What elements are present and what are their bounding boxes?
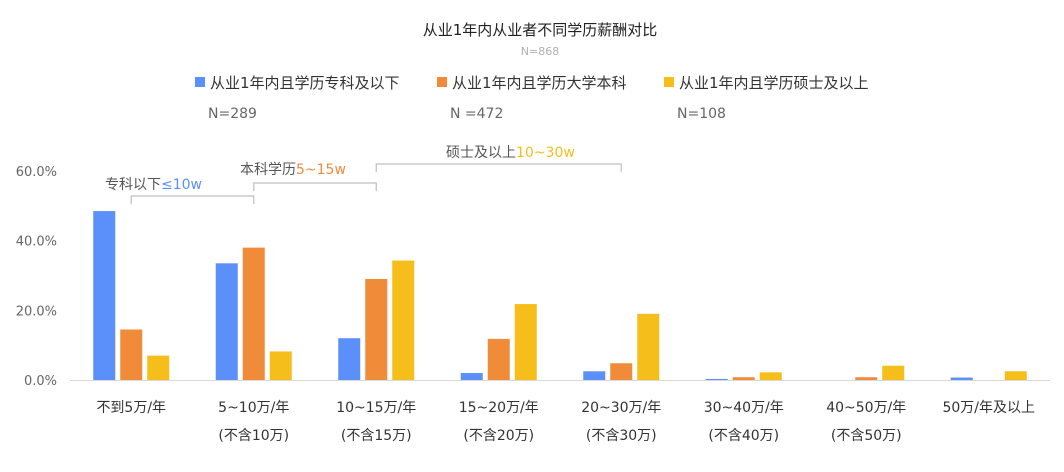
x-tick-sublabel: (不含30万)	[586, 428, 657, 444]
bracket-label-range: ≤10w	[161, 177, 202, 193]
bracket-label-text: 专科以下	[105, 177, 161, 193]
x-tick-label: 20~30万/年	[581, 400, 661, 416]
x-tick-label: 40~50万/年	[826, 400, 906, 416]
bracket-label: 本科学历5~15w	[240, 162, 346, 178]
y-tick-label: 0.0%	[24, 374, 57, 389]
x-tick-sublabel: (不含40万)	[708, 428, 779, 444]
legend-n-master: N=108	[677, 106, 726, 122]
x-tick-label: 5~10万/年	[218, 400, 289, 416]
x-tick-sublabel: (不含20万)	[463, 428, 534, 444]
bar-associate	[950, 377, 973, 380]
bar-associate	[583, 371, 606, 380]
bar-associate	[460, 373, 483, 380]
legend-item-bachelor: 从业1年内且学历大学本科 N =472	[437, 74, 627, 122]
bar-master	[392, 260, 415, 380]
legend: 从业1年内且学历专科及以下 N=289 从业1年内且学历大学本科 N =472 …	[195, 74, 869, 122]
x-tick-sublabel: (不含50万)	[831, 428, 902, 444]
bar-bachelor	[242, 247, 265, 380]
legend-label-associate: 从业1年内且学历专科及以下	[210, 74, 400, 92]
legend-n-associate: N=289	[208, 106, 257, 122]
bar-bachelor	[365, 278, 388, 380]
bar-master	[1004, 371, 1027, 380]
bar-master	[759, 372, 782, 380]
legend-item-master: 从业1年内且学历硕士及以上 N=108	[664, 74, 869, 122]
x-tick-label: 10~15万/年	[336, 400, 416, 416]
legend-swatch-master	[664, 77, 674, 87]
legend-item-associate: 从业1年内且学历专科及以下 N=289	[195, 74, 400, 122]
bar-associate	[705, 378, 728, 380]
x-tick-sublabel: (不含10万)	[218, 428, 289, 444]
bar-bachelor	[487, 338, 510, 380]
bracket-label-text: 硕士及以上	[446, 145, 516, 161]
legend-label-bachelor: 从业1年内且学历大学本科	[452, 74, 627, 92]
bar-master	[514, 304, 537, 380]
x-tick-label: 50万/年及以上	[942, 400, 1035, 416]
bracket-label-text: 本科学历	[240, 162, 296, 178]
bar-bachelor	[732, 377, 755, 380]
bar-associate	[93, 211, 116, 380]
bracket-label: 硕士及以上10~30w	[446, 145, 575, 161]
bar-master	[147, 355, 170, 380]
plot-area: 0.0% 20.0% 40.0% 60.0% 不到5万/年 5~10万/年 (不含10万) 1…	[16, 145, 1050, 444]
bar-bachelor	[610, 363, 633, 380]
bracket-label-range: 10~30w	[516, 145, 575, 161]
chart-title: 从业1年内从业者不同学历薪酬对比	[423, 21, 658, 39]
chart-subtitle: N=868	[521, 45, 559, 58]
legend-label-master: 从业1年内且学历硕士及以上	[679, 74, 869, 92]
legend-n-bachelor: N =472	[450, 106, 503, 122]
bar-associate	[215, 263, 238, 380]
bracket-label: 专科以下≤10w	[105, 177, 202, 193]
y-tick-label: 40.0%	[16, 235, 57, 250]
bracket-line	[253, 182, 377, 191]
bracket-line	[130, 195, 255, 204]
x-tick-label: 15~20万/年	[459, 400, 539, 416]
bar-bachelor	[855, 377, 878, 380]
bracket-label-range: 5~15w	[296, 162, 346, 178]
bar-bachelor	[120, 329, 143, 380]
bar-master	[882, 365, 905, 380]
bracket-line	[375, 163, 622, 172]
x-tick-sublabel: (不含15万)	[341, 428, 412, 444]
x-tick-label: 不到5万/年	[96, 400, 166, 416]
x-tick-label: 30~40万/年	[704, 400, 784, 416]
legend-swatch-bachelor	[437, 77, 447, 87]
bar-master	[637, 313, 660, 380]
bar-associate	[338, 338, 361, 380]
legend-swatch-associate	[195, 77, 205, 87]
bar-master	[269, 351, 292, 380]
y-tick-label: 60.0%	[16, 165, 57, 180]
y-tick-label: 20.0%	[16, 304, 57, 319]
